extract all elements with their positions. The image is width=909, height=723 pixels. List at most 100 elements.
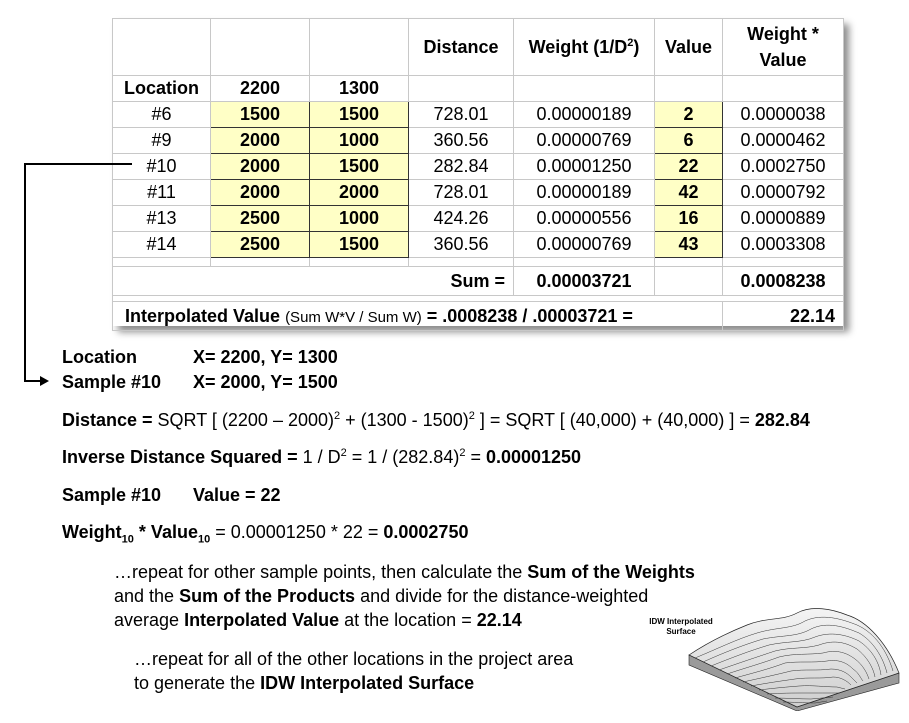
sample-y: 2000 (309, 179, 409, 206)
text: average (114, 610, 185, 630)
sample-weight-value: 0.0003308 (722, 231, 844, 258)
emphasis: 22.14 (476, 610, 522, 630)
empty-cell (513, 75, 655, 102)
sample-weight-value: 0.0000038 (722, 101, 844, 128)
explain-location-coords: X= 2200, Y= 1300 (193, 347, 338, 367)
emphasis: IDW Interpolated Surface (260, 673, 475, 693)
text: and the (114, 586, 180, 606)
location-row: Location 2200 1300 (112, 75, 844, 102)
interpolated-result: 22.14 (722, 301, 844, 331)
header-weight-value: Weight * Value (722, 18, 844, 76)
value-label: * Value (133, 522, 198, 542)
sample-value-text: Value = 22 (193, 485, 281, 505)
emphasis: Sum of the Weights (527, 562, 695, 582)
subscript: 10 (121, 533, 134, 546)
distance-part: + (1300 - 1500) (340, 410, 469, 430)
sample-weight: 0.00000189 (513, 179, 655, 206)
inverse-result: 0.00001250 (485, 447, 582, 467)
sample-value: 6 (654, 127, 723, 154)
sample-x: 1500 (210, 101, 310, 128)
location-label: Location (112, 75, 211, 102)
inverse-distance-formula: Inverse Distance Squared = 1 / D 2 = 1 / … (62, 447, 581, 468)
empty-cell (654, 257, 723, 267)
empty-cell (408, 75, 514, 102)
table-row: #6 1500 1500 728.01 0.00000189 2 0.00000… (112, 101, 844, 128)
empty-cell (513, 257, 655, 267)
para1-line1: …repeat for other sample points, then ca… (114, 560, 695, 584)
sample-y: 1000 (309, 127, 409, 154)
sum-row: Sum = 0.00003721 0.0008238 (112, 266, 844, 296)
subscript: 10 (197, 533, 211, 546)
explain-sample-label: Sample #10 (62, 372, 162, 392)
sample-id: #10 (112, 153, 211, 180)
inverse-part: = (465, 447, 486, 467)
text: and divide for the distance-weighted (355, 586, 649, 606)
superscript: 2 (459, 447, 466, 459)
sample-value-line: Sample #10 Value = 22 (62, 485, 281, 506)
sample-x: 2500 (210, 231, 310, 258)
explain-sample-coords: X= 2000, Y= 1500 (193, 372, 338, 392)
sum-label: Sum = (112, 266, 514, 296)
sample-x: 2000 (210, 153, 310, 180)
surface-label-line2: Surface (666, 627, 696, 636)
para2-line1: …repeat for all of the other locations i… (134, 649, 574, 669)
sample-distance: 360.56 (408, 231, 514, 258)
header-empty-location (112, 18, 211, 76)
para1-line3: average Interpolated Value at the locati… (114, 608, 695, 632)
sample-id: #13 (112, 205, 211, 232)
inverse-part: 1 / D (297, 447, 341, 467)
sample-y: 1500 (309, 153, 409, 180)
table-row: #13 2500 1000 424.26 0.00000556 16 0.000… (112, 205, 844, 232)
empty-cell (722, 75, 844, 102)
empty-cell (112, 257, 211, 267)
sample-weight: 0.00000769 (513, 231, 655, 258)
table-row: #9 2000 1000 360.56 0.00000769 6 0.00004… (112, 127, 844, 154)
weight-label: Weight (62, 522, 122, 542)
sample-weight: 0.00000769 (513, 127, 655, 154)
sample-value-label: Sample #10 (62, 485, 162, 505)
sample-value: 16 (654, 205, 723, 232)
header-value: Value (654, 18, 723, 76)
inverse-part: = 1 / (282.84) (346, 447, 460, 467)
idw-table-container: Distance Weight (1/D2) Value Weight * Val… (112, 18, 844, 331)
header-distance: Distance (408, 18, 514, 76)
superscript: 2 (468, 410, 475, 422)
sample-y: 1000 (309, 205, 409, 232)
sample-distance: 282.84 (408, 153, 514, 180)
sample-weight-value: 0.0000792 (722, 179, 844, 206)
sample-x: 2500 (210, 205, 310, 232)
sample-x: 2000 (210, 127, 310, 154)
sample-weight-value: 0.0002750 (722, 153, 844, 180)
location-y: 1300 (309, 75, 409, 102)
para2-line2: to generate the IDW Interpolated Surface (134, 671, 573, 695)
empty-cell (408, 257, 514, 267)
empty-cell (654, 75, 723, 102)
idw-surface-image (688, 608, 900, 711)
table-row: #10 2000 1500 282.84 0.00001250 22 0.000… (112, 153, 844, 180)
sample-id: #11 (112, 179, 211, 206)
weight-value-calc: = 0.00001250 * 22 = (210, 522, 384, 542)
sample-weight-value: 0.0000462 (722, 127, 844, 154)
para1-line2: and the Sum of the Products and divide f… (114, 584, 695, 608)
sample-weight-value: 0.0000889 (722, 205, 844, 232)
inverse-label: Inverse Distance Squared = (62, 447, 298, 467)
text: at the location = (339, 610, 477, 630)
sample-value: 42 (654, 179, 723, 206)
sum-weight: 0.00003721 (513, 266, 655, 296)
explain-location-label: Location (62, 347, 137, 367)
empty-cell (210, 257, 310, 267)
distance-formula: Distance = SQRT [ (2200 – 2000) 2 + (1300… (62, 410, 810, 431)
emphasis: Interpolated Value (184, 610, 340, 630)
interpolated-formula: Interpolated Value (Sum W*V / Sum W) = .… (112, 301, 723, 331)
distance-part: SQRT [ (2200 – 2000) (152, 410, 334, 430)
sample-distance: 360.56 (408, 127, 514, 154)
explain-sample-line: Sample #10 X= 2000, Y= 1500 (62, 372, 338, 393)
header-row: Distance Weight (1/D2) Value Weight * Val… (112, 18, 844, 76)
surface-label-line1: IDW Interpolated (649, 617, 713, 626)
header-empty-x (210, 18, 310, 76)
table-row: #14 2500 1500 360.56 0.00000769 43 0.000… (112, 231, 844, 258)
distance-label: Distance = (62, 410, 153, 430)
sample-weight: 0.00000556 (513, 205, 655, 232)
sample-distance: 728.01 (408, 179, 514, 206)
empty-cell (654, 266, 723, 296)
